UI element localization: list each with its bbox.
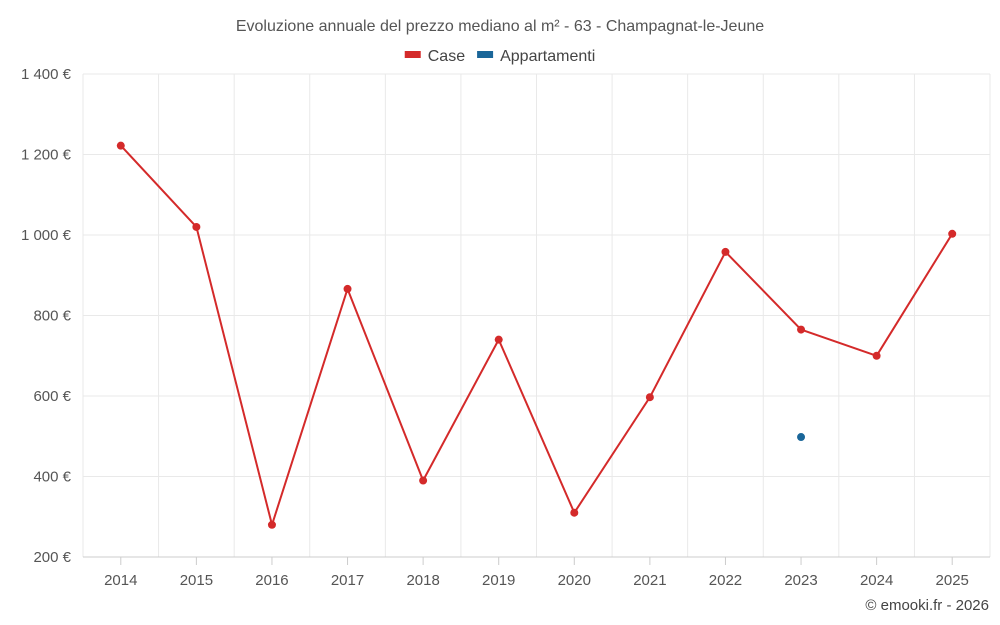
data-point-case <box>116 141 125 150</box>
legend: Case Appartamenti <box>404 48 595 65</box>
series <box>116 141 957 529</box>
legend-swatch-case <box>404 51 421 58</box>
x-tick-label: 2015 <box>180 572 213 589</box>
data-point-case <box>419 476 428 485</box>
y-tick-label: 1 400 € <box>21 66 72 83</box>
data-point-case <box>872 351 881 360</box>
data-point-case <box>494 335 503 344</box>
data-point-case <box>570 508 579 517</box>
x-tick-label: 2023 <box>784 572 817 589</box>
chart-title: Evoluzione annuale del prezzo mediano al… <box>236 18 764 35</box>
data-point-case <box>721 247 730 256</box>
data-point-case <box>797 325 806 334</box>
grid <box>82 73 991 557</box>
x-tick-label: 2019 <box>482 572 515 589</box>
data-point-case <box>948 229 957 238</box>
credit-text: © emooki.fr - 2026 <box>865 597 989 614</box>
y-tick-label: 800 € <box>33 308 71 325</box>
x-tick-label: 2021 <box>633 572 666 589</box>
x-tick-label: 2017 <box>331 572 364 589</box>
y-tick-label: 200 € <box>33 549 71 566</box>
y-tick-label: 400 € <box>33 469 71 486</box>
legend-label: Case <box>428 48 465 65</box>
legend-swatch-appartamenti <box>477 51 494 58</box>
y-tick-label: 600 € <box>33 388 71 405</box>
x-tick-label: 2016 <box>255 572 288 589</box>
data-point-case <box>343 284 352 293</box>
legend-label: Appartamenti <box>500 48 595 65</box>
x-tick-label: 2020 <box>558 572 591 589</box>
x-tick-label: 2022 <box>709 572 742 589</box>
x-tick-label: 2014 <box>104 572 137 589</box>
series-line-case <box>120 144 954 526</box>
y-tick-label: 1 000 € <box>21 227 72 244</box>
x-tick-label: 2024 <box>860 572 893 589</box>
data-point-case <box>645 393 654 402</box>
y-tick-label: 1 200 € <box>21 147 72 164</box>
data-point-case <box>192 222 201 231</box>
data-point-appartamenti <box>797 433 806 442</box>
data-point-case <box>267 520 276 529</box>
axes: 200 € 400 € 600 € 800 € 1 000 € 1 200 € 1 400 … <box>21 66 990 589</box>
x-tick-label: 2018 <box>406 572 439 589</box>
x-tick-label: 2025 <box>936 572 969 589</box>
